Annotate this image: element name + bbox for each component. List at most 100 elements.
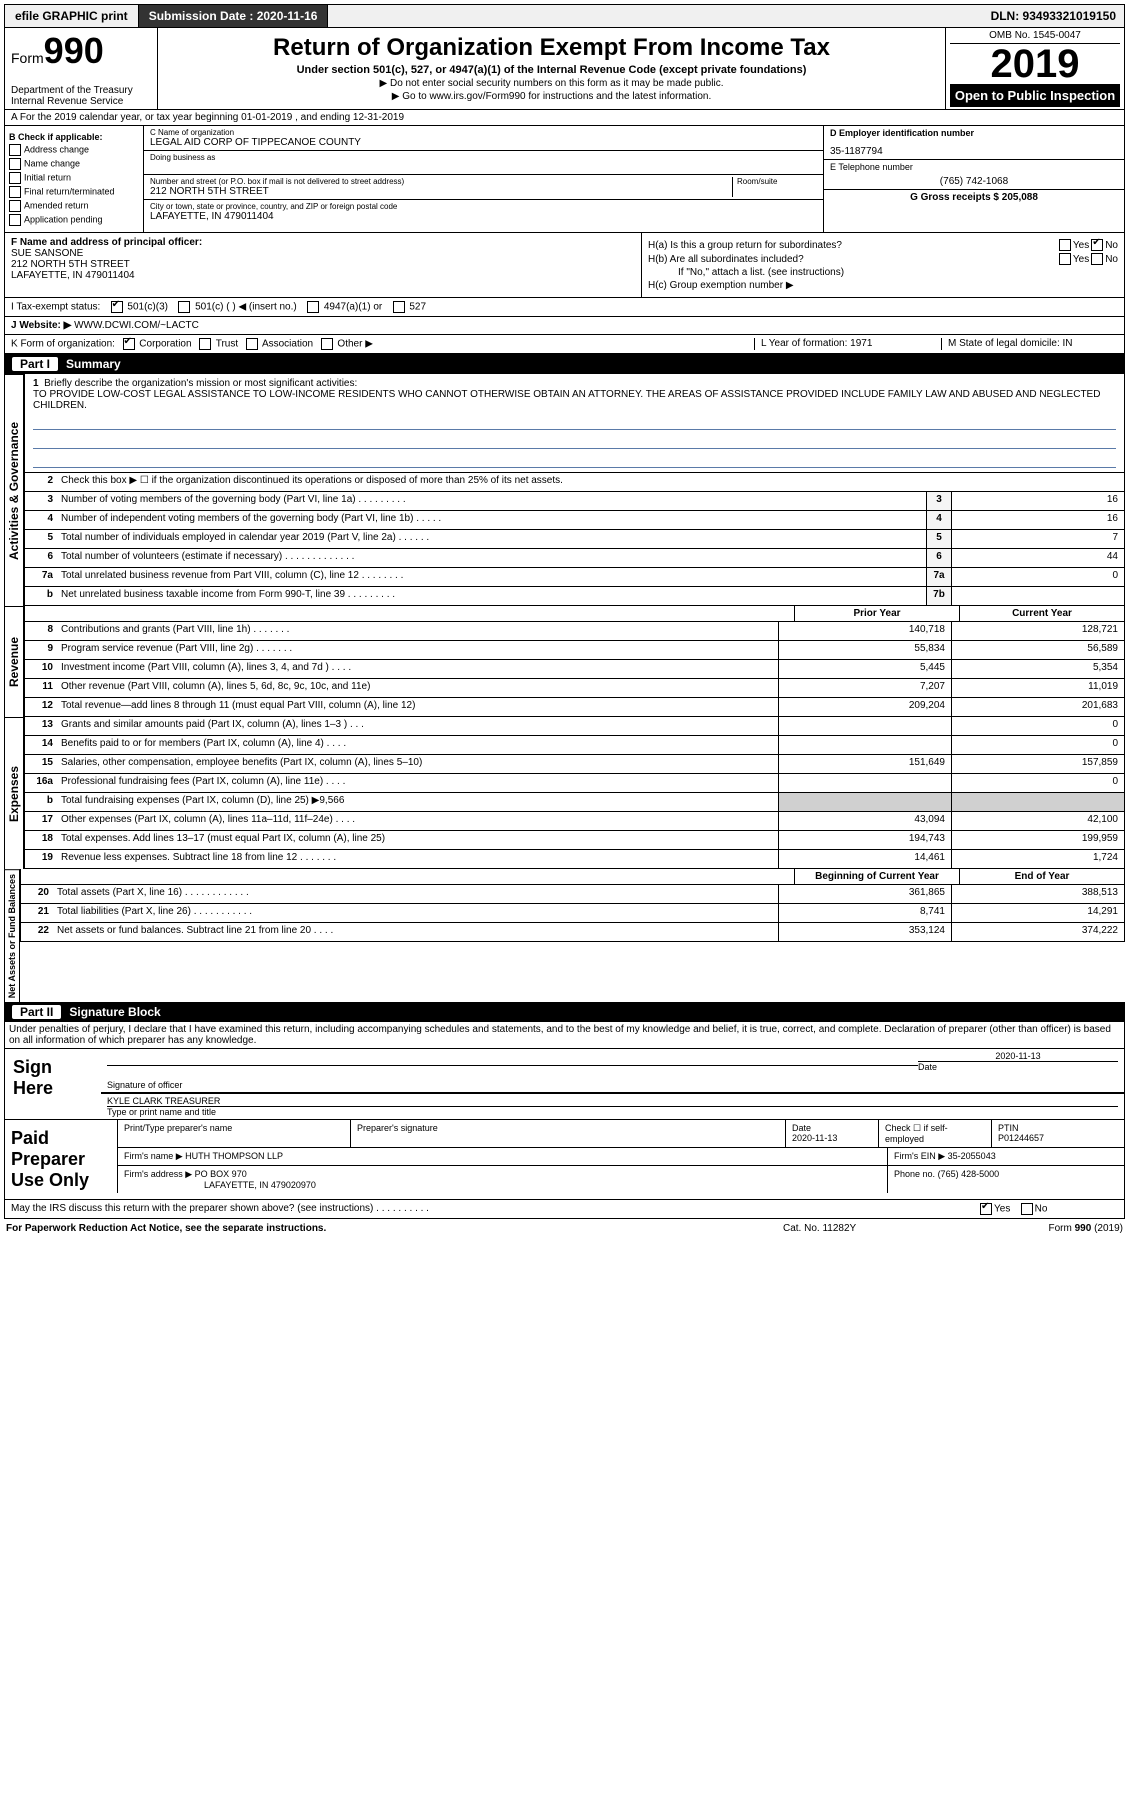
year-block: OMB No. 1545-0047 2019 Open to Public In… [946,28,1124,109]
phone-label: E Telephone number [830,162,1118,172]
officer-group-row: F Name and address of principal officer:… [4,233,1125,298]
ptin-value: P01244657 [998,1133,1118,1143]
form-title-block: Return of Organization Exempt From Incom… [158,28,946,109]
addr-label: Number and street (or P.O. box if mail i… [150,177,732,186]
tax-year: 2019 [950,44,1120,84]
cb-4947[interactable] [307,301,319,313]
gov-line-6: 6 Total number of volunteers (estimate i… [24,549,1125,568]
col-b-checkboxes: B Check if applicable: Address change Na… [5,126,144,232]
line-14: 14 Benefits paid to or for members (Part… [24,736,1125,755]
form-subtitle: Under section 501(c), 527, or 4947(a)(1)… [166,64,937,76]
firm-name: HUTH THOMPSON LLP [185,1151,283,1161]
city-label: City or town, state or province, country… [150,202,817,211]
cb-other[interactable] [321,338,333,350]
cb-501c[interactable] [178,301,190,313]
hc-row: H(c) Group exemption number ▶ [648,280,1118,291]
part2-header: Part II Signature Block [4,1002,1125,1022]
cb-app-pending[interactable]: Application pending [9,214,139,226]
cb-final-return[interactable]: Final return/terminated [9,186,139,198]
ptin-label: PTIN [998,1123,1118,1133]
tab-net-assets: Net Assets or Fund Balances [4,869,20,1002]
hb-label: H(b) Are all subordinates included? [648,254,1057,265]
name-title-label: Type or print name and title [107,1106,1118,1117]
form-title: Return of Organization Exempt From Incom… [166,34,937,62]
form-word: Form [11,50,44,66]
footer-cat: Cat. No. 11282Y [783,1223,983,1234]
ha-yes[interactable] [1059,239,1071,251]
part2-title: Signature Block [69,1005,160,1019]
open-public: Open to Public Inspection [950,84,1120,107]
officer-label: F Name and address of principal officer: [11,237,635,248]
ein-cell: D Employer identification number 35-1187… [824,126,1124,160]
ein-label: D Employer identification number [830,128,1118,138]
cb-amended-return[interactable]: Amended return [9,200,139,212]
prep-date-val: 2020-11-13 [792,1133,872,1143]
firm-ein: 35-2055043 [948,1151,996,1161]
ssn-warning: ▶ Do not enter social security numbers o… [166,78,937,89]
cb-trust[interactable] [199,338,211,350]
firm-addr1: PO BOX 970 [195,1169,247,1179]
cb-assoc[interactable] [246,338,258,350]
gov-line-5: 5 Total number of individuals employed i… [24,530,1125,549]
firm-name-row: Firm's name ▶ HUTH THOMPSON LLP Firm's E… [117,1148,1124,1166]
footer-left: For Paperwork Reduction Act Notice, see … [6,1223,783,1234]
website-value: WWW.DCWI.COM/~LACTC [74,320,199,331]
addr-cell: Number and street (or P.O. box if mail i… [144,175,823,200]
section-revenue: Revenue Prior Year Current Year 8 Contri… [4,606,1125,717]
hb-yes[interactable] [1059,253,1071,265]
principal-officer: F Name and address of principal officer:… [5,233,642,297]
line-20: 20 Total assets (Part X, line 16) . . . … [20,885,1125,904]
firm-phone: (765) 428-5000 [938,1169,1000,1179]
website-row: J Website: ▶ WWW.DCWI.COM/~LACTC [4,317,1125,335]
firm-addr2: LAFAYETTE, IN 479020970 [124,1180,316,1190]
paid-preparer-block: Paid Preparer Use Only Print/Type prepar… [4,1120,1125,1200]
discuss-yes[interactable] [980,1203,992,1215]
dln: DLN: 93493321019150 [983,5,1124,27]
form-num: 990 [44,30,104,71]
prep-header-row: Print/Type preparer's name Preparer's si… [117,1120,1124,1148]
line-10: 10 Investment income (Part VIII, column … [24,660,1125,679]
firm-phone-label: Phone no. [894,1169,935,1179]
topbar: efile GRAPHIC print Submission Date : 20… [4,4,1125,28]
org-name-label: C Name of organization [150,128,817,137]
cb-name-change[interactable]: Name change [9,158,139,170]
cb-501c3[interactable] [111,301,123,313]
line-18: 18 Total expenses. Add lines 13–17 (must… [24,831,1125,850]
cb-address-change[interactable]: Address change [9,144,139,156]
prep-sig-hdr: Preparer's signature [350,1120,785,1147]
sign-here-label: Sign Here [5,1049,101,1119]
perjury-declaration: Under penalties of perjury, I declare th… [4,1022,1125,1049]
prep-date-hdr: Date [792,1123,872,1133]
ha-no[interactable] [1091,239,1103,251]
gov-line-4: 4 Number of independent voting members o… [24,511,1125,530]
page-footer: For Paperwork Reduction Act Notice, see … [4,1219,1125,1238]
hb-no[interactable] [1091,253,1103,265]
form-number: Form990 [11,30,151,72]
firm-addr-label: Firm's address ▶ [124,1169,192,1179]
city-cell: City or town, state or province, country… [144,200,823,224]
phone-value: (765) 742-1068 [830,176,1118,187]
org-name: LEGAL AID CORP OF TIPPECANOE COUNTY [150,137,817,148]
org-name-cell: C Name of organization LEGAL AID CORP OF… [144,126,823,151]
firm-addr-row: Firm's address ▶ PO BOX 970 LAFAYETTE, I… [117,1166,1124,1193]
org-info-block: B Check if applicable: Address change Na… [4,126,1125,233]
signature-block: Sign Here Signature of officer 2020-11-1… [4,1049,1125,1120]
dba-label: Doing business as [150,153,817,162]
year-formation: L Year of formation: 1971 [754,338,941,350]
cb-corp[interactable] [123,338,135,350]
discuss-no[interactable] [1021,1203,1033,1215]
line-13: 13 Grants and similar amounts paid (Part… [24,717,1125,736]
cb-527[interactable] [393,301,405,313]
cb-initial-return[interactable]: Initial return [9,172,139,184]
tax-exempt-row: I Tax-exempt status: 501(c)(3) 501(c) ( … [4,298,1125,317]
officer-value: SUE SANSONE 212 NORTH 5TH STREET LAFAYET… [11,248,635,281]
line-2-text: Check this box ▶ ☐ if the organization d… [57,473,1124,491]
goto-link[interactable]: ▶ Go to www.irs.gov/Form990 for instruct… [166,91,937,102]
ha-row: H(a) Is this a group return for subordin… [648,239,1118,251]
efile-print-btn[interactable]: efile GRAPHIC print [5,5,139,27]
mission-num: 1 [33,378,39,389]
dba-cell: Doing business as [144,151,823,175]
mission-label: Briefly describe the organization's miss… [44,378,357,389]
submission-date: Submission Date : 2020-11-16 [139,5,329,27]
row-k-label: K Form of organization: [11,339,115,350]
